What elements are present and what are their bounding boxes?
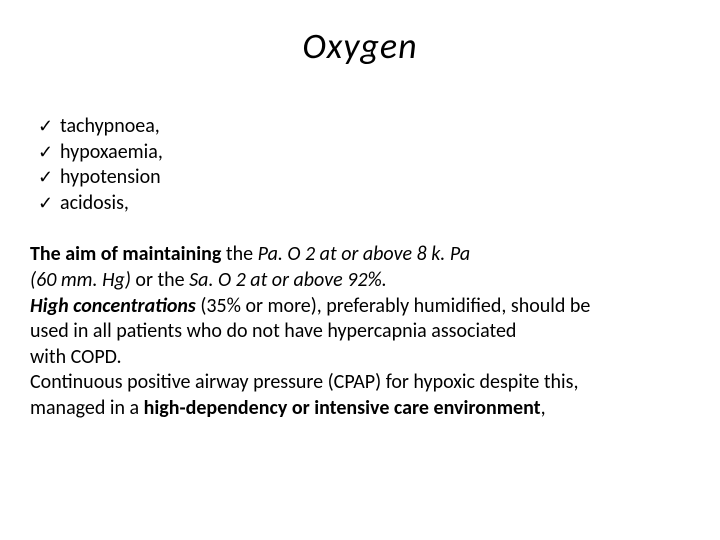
bold-text: high-dependency or intensive care enviro… — [139, 396, 540, 420]
bold-text: The aim of maintaining — [30, 242, 221, 266]
check-icon: ✓ — [38, 192, 60, 215]
list-item: ✓ tachypnoea, — [38, 114, 690, 140]
italic-text: Sa. O 2 at or above 92%. — [189, 268, 387, 292]
bold-italic-text: High concentrations — [30, 294, 200, 318]
checklist: ✓ tachypnoea, ✓ hypoxaemia, ✓ hypotensio… — [38, 114, 690, 216]
body-line: with COPD. — [30, 345, 690, 371]
list-item: ✓ acidosis, — [38, 191, 690, 217]
body-line: The aim of maintaining the Pa. O 2 at or… — [30, 242, 690, 268]
list-item-label: hypoxaemia, — [60, 140, 163, 166]
italic-text: Pa. O 2 at or above 8 k. Pa — [258, 242, 471, 266]
body-line: High concentrations (35% or more), prefe… — [30, 294, 690, 320]
plain-text: or the — [135, 268, 189, 292]
list-item-label: acidosis, — [60, 191, 129, 217]
check-icon: ✓ — [38, 166, 60, 189]
list-item-label: tachypnoea, — [60, 114, 160, 140]
plain-text: the — [221, 242, 257, 266]
italic-text: (60 mm. Hg) — [30, 268, 135, 292]
page-title: Oxygen — [30, 24, 690, 68]
plain-text: , — [541, 396, 546, 420]
slide: Oxygen ✓ tachypnoea, ✓ hypoxaemia, ✓ hyp… — [0, 0, 720, 540]
list-item-label: hypotension — [60, 165, 161, 191]
body-line: Continuous positive airway pressure (CPA… — [30, 370, 690, 396]
plain-text: (35% or more), preferably humidified, sh… — [200, 294, 590, 318]
list-item: ✓ hypoxaemia, — [38, 140, 690, 166]
check-icon: ✓ — [38, 115, 60, 138]
body-line: used in all patients who do not have hyp… — [30, 319, 690, 345]
body-line: managed in a high-dependency or intensiv… — [30, 396, 690, 422]
plain-text: managed in a — [30, 396, 139, 420]
body-text: The aim of maintaining the Pa. O 2 at or… — [30, 242, 690, 421]
list-item: ✓ hypotension — [38, 165, 690, 191]
body-line: (60 mm. Hg) or the Sa. O 2 at or above 9… — [30, 268, 690, 294]
check-icon: ✓ — [38, 141, 60, 164]
